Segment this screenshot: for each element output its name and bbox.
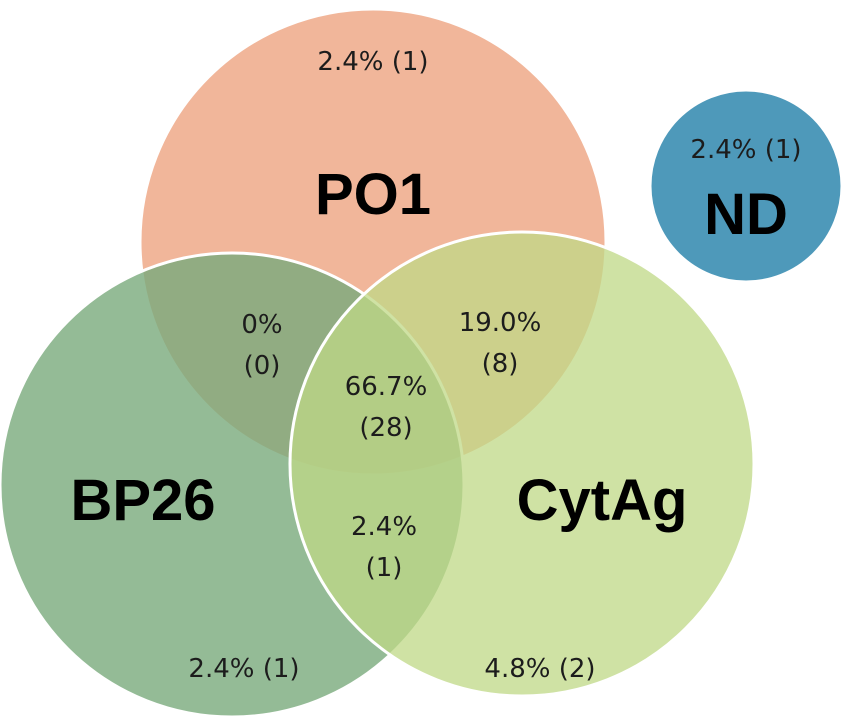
bp26-only-label: 2.4% (1) — [188, 654, 299, 684]
bp26-cytag-count: (1) — [366, 553, 403, 583]
po1-bp26-count: (0) — [244, 351, 281, 381]
cytag-only-label: 4.8% (2) — [484, 654, 595, 684]
cytag-set-label: CytAg — [517, 468, 688, 533]
cytag-circle — [288, 230, 756, 698]
all-three-pct: 66.7% — [345, 372, 428, 402]
po1-bp26-pct: 0% — [241, 310, 282, 340]
nd-set-label: ND — [704, 182, 788, 247]
nd-circle — [648, 88, 844, 284]
po1-only-label: 2.4% (1) — [317, 47, 428, 77]
po1-set-label: PO1 — [315, 162, 431, 227]
circles — [0, 7, 844, 719]
all-three-count: (28) — [359, 413, 412, 443]
po1-cytag-count: (8) — [482, 349, 519, 379]
bp26-cytag-pct: 2.4% — [351, 512, 417, 542]
po1-cytag-pct: 19.0% — [459, 308, 542, 338]
bp26-set-label: BP26 — [70, 468, 215, 533]
nd-only-label: 2.4% (1) — [690, 135, 801, 165]
